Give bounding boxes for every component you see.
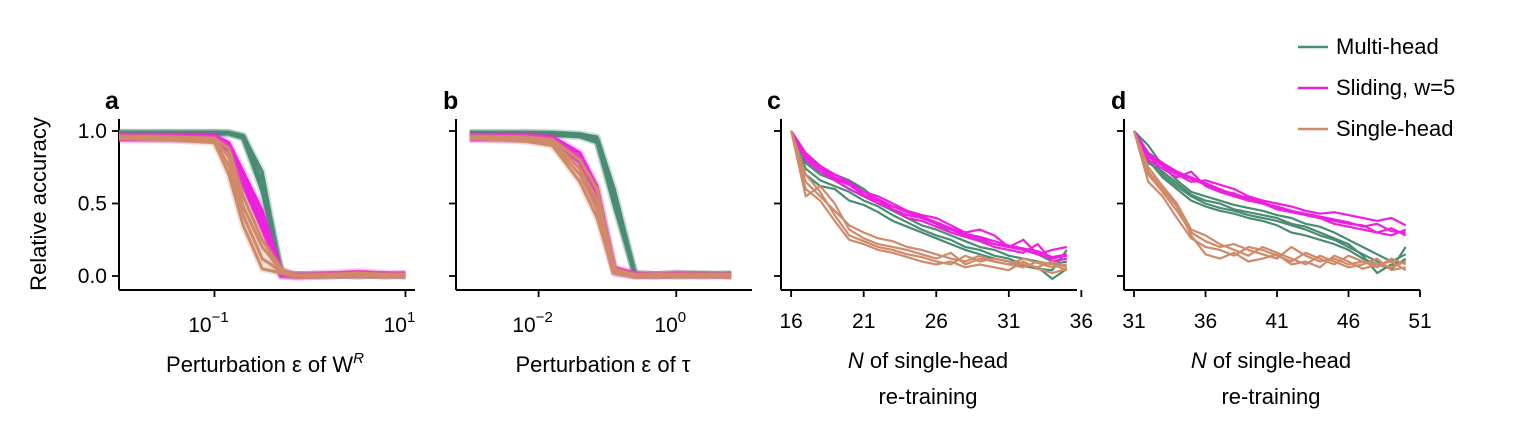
x-axis-label-d-line2: re-training — [1221, 384, 1320, 409]
series-line-sliding-w-5-run-1 — [790, 130, 1068, 256]
x-tick-label: 10−1 — [188, 309, 228, 337]
x-tick-label: 31 — [997, 310, 1020, 333]
series-line-multi-head-run-2 — [790, 130, 1068, 266]
x-tick-label: 41 — [1265, 310, 1288, 333]
x-tick-label: 31 — [1122, 310, 1145, 333]
series-line-single-head-run-2 — [1132, 130, 1407, 269]
series-line-multi-head-run-3 — [1133, 130, 1407, 270]
series-line-single-head-run-1 — [1132, 130, 1407, 269]
legend-label-multi-head: Multi-head — [1336, 34, 1439, 59]
legend: Multi-head Sliding, w=5 Single-head — [1298, 34, 1455, 141]
series-line-single-head-run-4 — [790, 130, 1068, 275]
series-line-single-head-run-4 — [118, 136, 406, 278]
series-line-sliding-w-5-run-4 — [1133, 130, 1406, 234]
panel-a: 1.0 0.5 0.0 10−1 101 — [78, 119, 416, 337]
x-axis-label-d: N of single-head — [1191, 348, 1351, 373]
series-line-multi-head-run-4 — [1132, 130, 1406, 275]
series-line-sliding-w-5-run-3 — [1133, 130, 1407, 237]
x-axis-label-b: Perturbation ε of τ — [515, 352, 690, 377]
x-axis-label-c: N of single-head — [848, 348, 1008, 373]
x-tick-label: 46 — [1337, 310, 1360, 333]
x-tick-label: 100 — [654, 309, 686, 337]
panel-label-a: a — [105, 87, 120, 115]
panel-label-c: c — [767, 87, 781, 115]
panel-label-b: b — [443, 87, 458, 115]
panel-label-d: d — [1111, 87, 1126, 115]
series-line-single-head-run-4 — [469, 136, 732, 278]
x-tick-label: 26 — [925, 310, 948, 333]
series-line-sliding-w-5-run-3 — [790, 130, 1068, 263]
series-line-sliding-w-5-run-4 — [790, 130, 1068, 259]
series-line-multi-head-run-1 — [1133, 130, 1407, 263]
x-tick-label: 36 — [1194, 310, 1217, 333]
x-axis-label-a: Perturbation ε of WR — [166, 350, 364, 377]
y-axis-label: Relative accuracy — [26, 117, 51, 291]
legend-label-single-head: Single-head — [1336, 116, 1453, 141]
series-line-single-head-run-2 — [790, 130, 1068, 272]
series-line-single-head-run-4 — [1132, 130, 1407, 272]
x-tick-label: 21 — [852, 310, 875, 333]
panel-d: 31 36 41 46 51 — [1117, 119, 1432, 333]
y-tick-label: 0.5 — [78, 193, 107, 216]
x-axis-label-c-line2: re-training — [878, 384, 977, 409]
series-line-single-head-run-3 — [790, 130, 1068, 269]
x-tick-label: 101 — [384, 309, 416, 337]
x-tick-label: 36 — [1070, 310, 1093, 333]
panel-b: 10−2 100 — [449, 119, 752, 337]
x-tick-label: 16 — [779, 310, 802, 333]
x-tick-label: 51 — [1408, 310, 1431, 333]
legend-label-sliding: Sliding, w=5 — [1336, 75, 1455, 100]
y-tick-label: 1.0 — [78, 120, 107, 143]
x-tick-label: 10−2 — [512, 309, 552, 337]
y-tick-label: 0.0 — [78, 265, 107, 288]
series-line-single-head-run-1 — [790, 130, 1068, 269]
series-line-sliding-w-5-run-2 — [790, 130, 1068, 260]
panel-c: 16 21 26 31 36 — [774, 119, 1093, 333]
series-line-single-head-run-3 — [1132, 130, 1406, 272]
series-line-multi-head-run-4 — [790, 130, 1068, 272]
